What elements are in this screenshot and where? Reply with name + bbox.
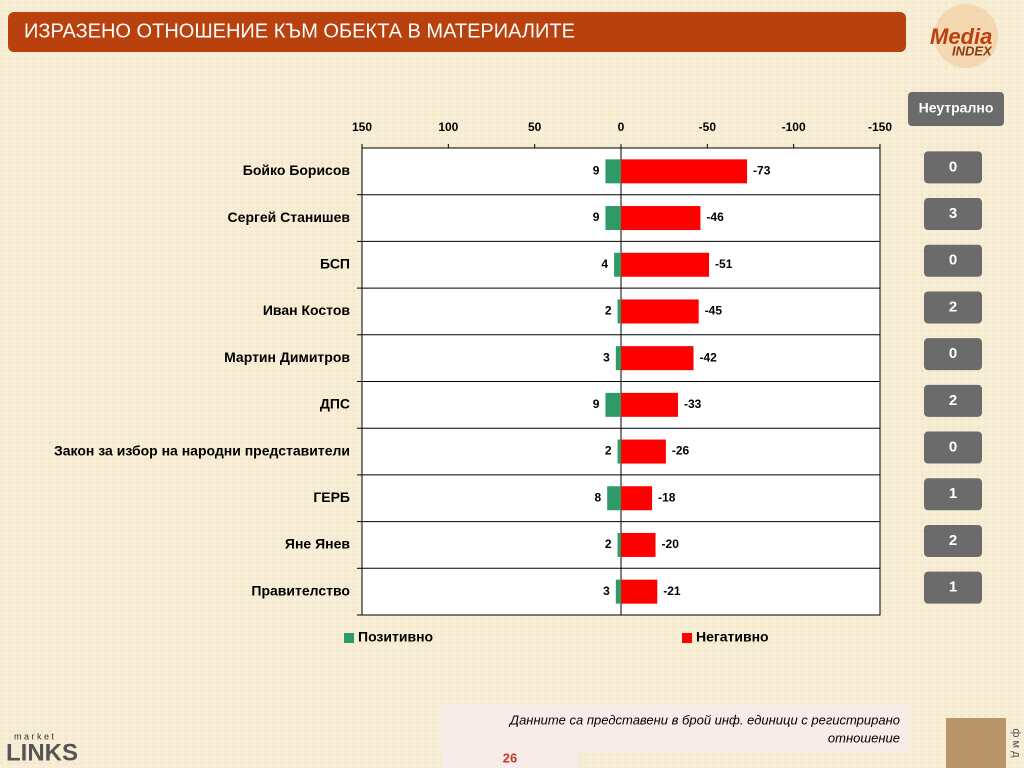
category-label: Закон за избор на народни представители: [54, 442, 350, 458]
category-label: ГЕРБ: [313, 489, 350, 505]
category-label: Мартин Димитров: [224, 349, 350, 365]
legend-swatch: [344, 633, 354, 643]
neutral-value: 1: [949, 579, 957, 596]
bar: [621, 579, 658, 604]
logo-market: m a r k e t: [14, 731, 55, 741]
data-label: -73: [753, 164, 771, 178]
title-bar: [8, 12, 906, 52]
legend-swatch: [682, 633, 692, 643]
x-tick-label: -50: [699, 120, 717, 134]
title: ИЗРАЗЕНО ОТНОШЕНИЕ КЪМ ОБЕКТА В МАТЕРИАЛ…: [24, 20, 575, 42]
bar: [615, 579, 621, 604]
neutral-box: [924, 291, 982, 324]
neutral-box: [924, 198, 982, 231]
data-label: 2: [605, 537, 612, 551]
neutral-value: 2: [949, 298, 957, 315]
bar: [621, 486, 653, 511]
data-label: -18: [658, 490, 676, 504]
data-label: 9: [593, 164, 600, 178]
logo-sun: [934, 4, 998, 68]
data-label: 3: [603, 584, 610, 598]
bar: [621, 206, 701, 231]
category-label: Правителство: [251, 582, 350, 598]
bar: [621, 299, 699, 324]
neutral-value: 2: [949, 392, 957, 409]
bar: [605, 206, 621, 231]
logo-index: INDEX: [952, 43, 993, 58]
data-label: -33: [684, 397, 702, 411]
bar: [621, 346, 694, 371]
page-box: [442, 751, 578, 768]
page-number: 26: [503, 750, 517, 765]
neutral-header: Неутрално: [919, 100, 994, 116]
neutral-header-box: [908, 92, 1004, 126]
data-label: -20: [662, 537, 680, 551]
data-label: 2: [605, 444, 612, 458]
neutral-value: 0: [949, 158, 957, 175]
neutral-value: 3: [949, 205, 957, 222]
category-label: Яне Янев: [285, 536, 350, 552]
bar: [621, 252, 710, 277]
logo-links: LINKS: [6, 739, 78, 766]
data-label: 2: [605, 304, 612, 318]
logo-fmd: ф м д: [1010, 728, 1022, 758]
neutral-box: [924, 384, 982, 417]
x-tick-label: 150: [352, 120, 372, 134]
category-label: Иван Костов: [263, 302, 351, 318]
neutral-value: 2: [949, 532, 957, 549]
data-label: 3: [603, 350, 610, 364]
data-label: -42: [700, 350, 718, 364]
bar: [617, 532, 621, 557]
x-tick-label: 0: [618, 120, 625, 134]
x-tick-label: 50: [528, 120, 542, 134]
data-label: -45: [705, 304, 723, 318]
bar: [614, 252, 621, 277]
data-label: -46: [706, 210, 724, 224]
neutral-value: 1: [949, 485, 957, 502]
note: отношение: [828, 730, 900, 745]
category-label: Сергей Станишев: [228, 209, 351, 225]
data-label: 8: [594, 490, 601, 504]
neutral-box: [924, 571, 982, 604]
data-label: -21: [663, 584, 681, 598]
category-label: БСП: [320, 255, 350, 271]
legend-label: Позитивно: [358, 629, 433, 645]
x-tick-label: 100: [438, 120, 458, 134]
category-label: Бойко Борисов: [243, 162, 351, 178]
data-label: 9: [593, 397, 600, 411]
bar: [607, 486, 621, 511]
data-label: 9: [593, 210, 600, 224]
neutral-value: 0: [949, 439, 957, 456]
neutral-box: [924, 338, 982, 371]
note: Данните са представени в брой инф. едини…: [508, 712, 900, 727]
logo-media: Media: [930, 24, 992, 49]
bar: [621, 159, 748, 184]
data-label: -51: [715, 257, 733, 271]
bar: [621, 532, 656, 557]
category-label: ДПС: [320, 396, 350, 412]
x-tick-label: -150: [868, 120, 892, 134]
neutral-value: 0: [949, 252, 957, 269]
note-box: [440, 705, 910, 752]
x-tick-label: -100: [782, 120, 806, 134]
bar: [615, 346, 621, 371]
bar: [621, 392, 678, 417]
legend-label: Негативно: [696, 629, 769, 645]
data-label: 4: [601, 257, 608, 271]
bar: [605, 392, 621, 417]
bar: [617, 299, 621, 324]
neutral-box: [924, 524, 982, 557]
data-label: -26: [672, 444, 690, 458]
neutral-value: 0: [949, 345, 957, 362]
bar: [605, 159, 621, 184]
bar: [621, 439, 666, 464]
neutral-box: [924, 478, 982, 511]
neutral-box: [924, 431, 982, 464]
neutral-box: [924, 244, 982, 277]
neutral-box: [924, 151, 982, 184]
logo-fmd-box: [946, 718, 1006, 768]
bar: [617, 439, 621, 464]
